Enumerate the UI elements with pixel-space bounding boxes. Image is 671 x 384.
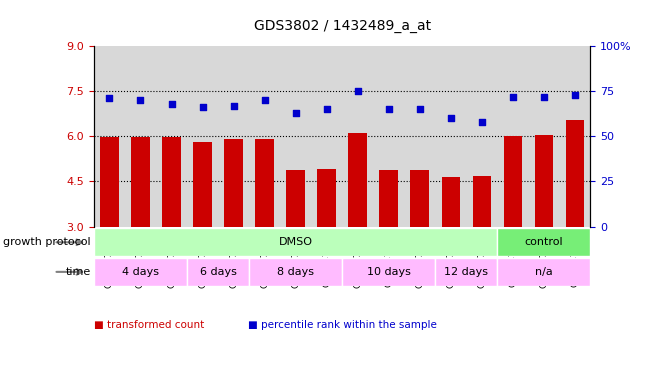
Bar: [131, 137, 150, 227]
Text: 10 days: 10 days: [367, 267, 411, 277]
Point: [228, 103, 239, 109]
Point: [352, 88, 363, 94]
Bar: [94, 228, 497, 256]
Bar: [256, 139, 274, 227]
Point: [166, 101, 177, 107]
Bar: [380, 170, 398, 227]
Bar: [442, 177, 460, 227]
Text: GDS3802 / 1432489_a_at: GDS3802 / 1432489_a_at: [254, 19, 431, 33]
Point: [570, 92, 580, 98]
Point: [259, 97, 270, 103]
Text: time: time: [65, 267, 91, 277]
Text: 6 days: 6 days: [200, 267, 236, 277]
Text: n/a: n/a: [535, 267, 553, 277]
Point: [321, 106, 332, 112]
Bar: [287, 170, 305, 227]
Text: 12 days: 12 days: [444, 267, 488, 277]
Bar: [411, 170, 429, 227]
Bar: [94, 258, 187, 286]
Text: control: control: [525, 237, 563, 247]
Point: [476, 119, 487, 125]
Bar: [317, 169, 336, 227]
Bar: [100, 137, 119, 227]
Bar: [535, 135, 553, 227]
Point: [197, 104, 208, 111]
Bar: [187, 258, 249, 286]
Bar: [193, 142, 212, 227]
Text: growth protocol: growth protocol: [3, 237, 91, 247]
Bar: [503, 136, 522, 227]
Point: [446, 115, 456, 121]
Text: ■ transformed count: ■ transformed count: [94, 320, 204, 330]
Point: [383, 106, 394, 112]
Point: [291, 110, 301, 116]
Bar: [497, 258, 590, 286]
Text: DMSO: DMSO: [278, 237, 313, 247]
Point: [415, 106, 425, 112]
Bar: [566, 120, 584, 227]
Point: [507, 94, 518, 100]
Bar: [342, 258, 435, 286]
Bar: [249, 258, 342, 286]
Bar: [162, 137, 181, 227]
Bar: [224, 139, 243, 227]
Bar: [435, 258, 497, 286]
Bar: [348, 133, 367, 227]
Point: [135, 97, 146, 103]
Text: 8 days: 8 days: [277, 267, 314, 277]
Point: [539, 94, 550, 100]
Text: ■ percentile rank within the sample: ■ percentile rank within the sample: [248, 320, 437, 330]
Bar: [472, 176, 491, 227]
Point: [104, 95, 115, 101]
Text: 4 days: 4 days: [122, 267, 159, 277]
Bar: [497, 228, 590, 256]
